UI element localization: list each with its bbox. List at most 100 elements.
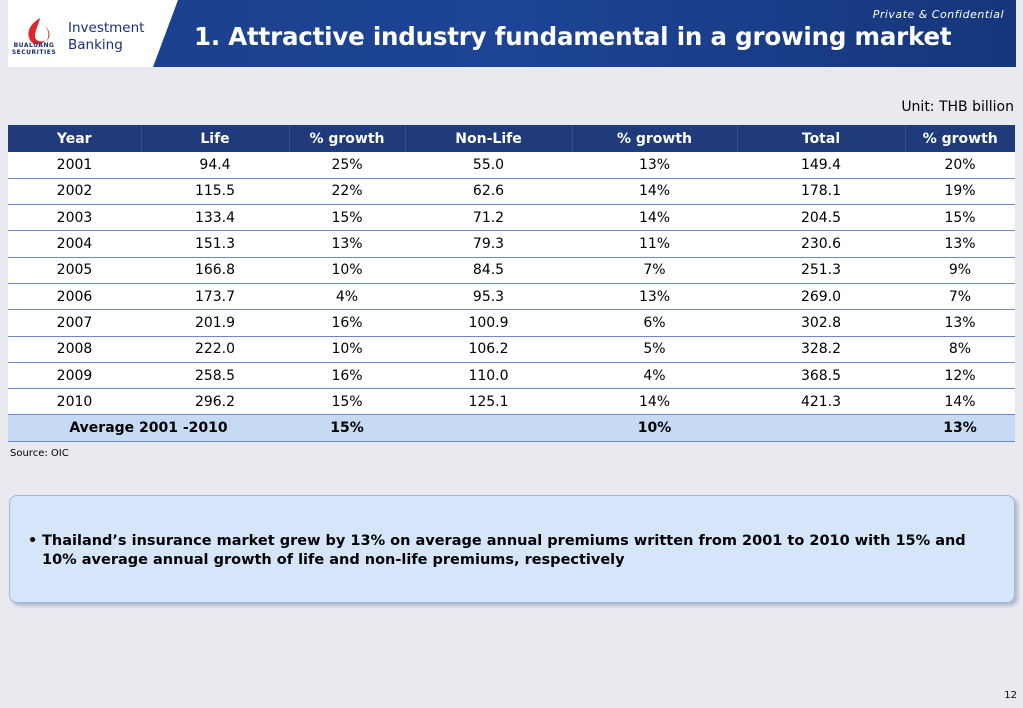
table-cell: 4%: [289, 283, 405, 311]
key-takeaway-box: • Thailand’s insurance market grew by 13…: [9, 495, 1015, 603]
table-cell: 14%: [572, 388, 737, 416]
table-cell: 204.5: [737, 204, 905, 232]
table-row: 2004 151.3 13% 79.3 11% 230.6 13%: [8, 230, 1015, 258]
table-cell: 25%: [289, 152, 405, 179]
table-body: 2001 94.4 25% 55.0 13% 149.4 20% 2002 115.5 22% 62…: [8, 152, 1015, 416]
table-cell: 2008: [8, 336, 141, 363]
table-cell: 16%: [289, 309, 405, 337]
table-cell: 2003: [8, 204, 141, 232]
table-cell: 16%: [289, 362, 405, 390]
table-cell: 2010: [8, 388, 141, 416]
table-row: 2005 166.8 10% 84.5 7% 251.3 9%: [8, 257, 1015, 284]
table-cell: 13%: [572, 152, 737, 179]
page-title: 1. Attractive industry fundamental in a …: [194, 22, 952, 51]
table-row: 2002 115.5 22% 62.6 14% 178.1 19%: [8, 178, 1015, 206]
table-cell: 13%: [905, 230, 1015, 258]
table-cell: 95.3: [405, 283, 572, 311]
table-cell: 79.3: [405, 230, 572, 258]
table-cell: 15%: [289, 388, 405, 416]
table-cell: 10%: [289, 257, 405, 284]
average-nonlife-growth: 10%: [572, 414, 737, 442]
takeaway-bullet: • Thailand’s insurance market grew by 13…: [28, 532, 994, 570]
table-cell: 14%: [905, 388, 1015, 416]
bualuang-logo-icon: [28, 18, 50, 45]
table-cell: 10%: [289, 336, 405, 363]
table-cell: 14%: [572, 178, 737, 206]
table-cell: 84.5: [405, 257, 572, 284]
table-cell: 110.0: [405, 362, 572, 390]
table-cell: 13%: [572, 283, 737, 311]
table-header-row: Year Life % growth Non-Life % growth Tot…: [8, 125, 1015, 152]
table-cell: 125.1: [405, 388, 572, 416]
table-cell: 2009: [8, 362, 141, 390]
table-cell: 100.9: [405, 309, 572, 337]
table-cell: 8%: [905, 336, 1015, 363]
average-empty-cell: [405, 414, 572, 442]
table-cell: 6%: [572, 309, 737, 337]
table-cell: 4%: [572, 362, 737, 390]
column-header: Life: [141, 125, 290, 152]
page-number: 12: [1004, 690, 1017, 701]
table-cell: 7%: [905, 283, 1015, 311]
table-cell: 2005: [8, 257, 141, 284]
average-label: Average 2001 -2010: [8, 414, 289, 442]
table-cell: 106.2: [405, 336, 572, 363]
column-header: % growth: [572, 125, 738, 152]
table-cell: 2001: [8, 152, 141, 179]
average-life-growth: 15%: [289, 414, 405, 442]
table-cell: 11%: [572, 230, 737, 258]
table-cell: 22%: [289, 178, 405, 206]
table-cell: 9%: [905, 257, 1015, 284]
table-cell: 12%: [905, 362, 1015, 390]
table-row: 2007 201.9 16% 100.9 6% 302.8 13%: [8, 309, 1015, 337]
brand-label: Investment Banking: [68, 20, 144, 54]
confidential-label: Private & Confidential: [872, 8, 1004, 21]
table-cell: 201.9: [141, 309, 289, 337]
table-cell: 5%: [572, 336, 737, 363]
table-row: 2001 94.4 25% 55.0 13% 149.4 20%: [8, 152, 1015, 179]
table-cell: 13%: [289, 230, 405, 258]
table-cell: 251.3: [737, 257, 905, 284]
table-cell: 14%: [572, 204, 737, 232]
header-banner: BUALUANG SECURITIES Investment Banking 1.…: [8, 0, 1016, 67]
table-row: 2009 258.5 16% 110.0 4% 368.5 12%: [8, 362, 1015, 390]
table-row: 2006 173.7 4% 95.3 13% 269.0 7%: [8, 283, 1015, 311]
table-cell: 2002: [8, 178, 141, 206]
table-cell: 2004: [8, 230, 141, 258]
table-cell: 19%: [905, 178, 1015, 206]
table-cell: 115.5: [141, 178, 289, 206]
table-cell: 178.1: [737, 178, 905, 206]
column-header: Total: [737, 125, 906, 152]
logo-panel: BUALUANG SECURITIES Investment Banking: [8, 0, 178, 67]
brand-line-1: Investment: [68, 20, 145, 36]
table-cell: 328.2: [737, 336, 905, 363]
table-cell: 94.4: [141, 152, 289, 179]
takeaway-text: Thailand’s insurance market grew by 13% …: [42, 533, 966, 568]
table-cell: 421.3: [737, 388, 905, 416]
table-cell: 71.2: [405, 204, 572, 232]
table-cell: 13%: [905, 309, 1015, 337]
unit-label: Unit: THB billion: [901, 99, 1014, 115]
table-row: 2010 296.2 15% 125.1 14% 421.3 14%: [8, 388, 1015, 416]
table-cell: 269.0: [737, 283, 905, 311]
table-cell: 222.0: [141, 336, 289, 363]
table-cell: 62.6: [405, 178, 572, 206]
table-cell: 302.8: [737, 309, 905, 337]
table-cell: 133.4: [141, 204, 289, 232]
table-cell: 368.5: [737, 362, 905, 390]
table-cell: 2007: [8, 309, 141, 337]
table-cell: 166.8: [141, 257, 289, 284]
average-total-growth: 13%: [905, 414, 1015, 442]
table-cell: 149.4: [737, 152, 905, 179]
column-header: Year: [8, 125, 142, 152]
table-cell: 151.3: [141, 230, 289, 258]
table-cell: 55.0: [405, 152, 572, 179]
table-cell: 258.5: [141, 362, 289, 390]
table-cell: 20%: [905, 152, 1015, 179]
table-cell: 2006: [8, 283, 141, 311]
brand-line-2: Banking: [68, 37, 123, 53]
bullet-symbol: •: [28, 533, 38, 549]
table-cell: 296.2: [141, 388, 289, 416]
table-cell: 173.7: [141, 283, 289, 311]
logo-text: BUALUANG SECURITIES: [11, 42, 57, 56]
